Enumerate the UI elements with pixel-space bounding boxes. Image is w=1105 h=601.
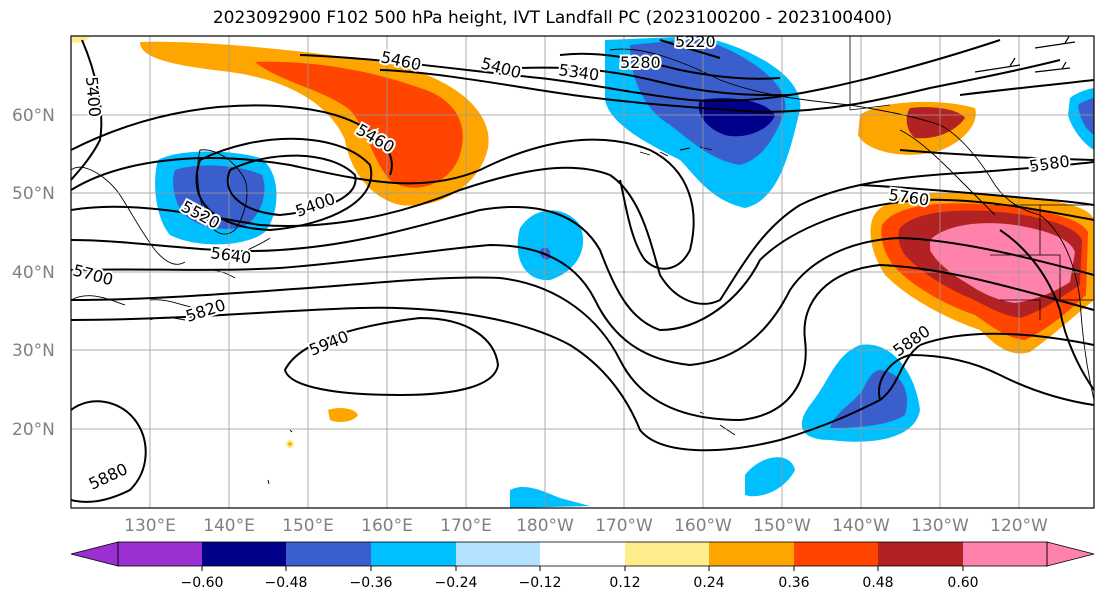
colorbar-cell	[118, 542, 202, 566]
contour-5880-se	[878, 353, 1094, 406]
contour-inner-ring	[227, 154, 357, 217]
lon-label: 130°W	[911, 516, 969, 536]
colorbar-tick: 0.48	[862, 575, 893, 591]
coast-bc	[899, 129, 996, 216]
colorbar-tick: −0.48	[265, 575, 308, 591]
colorbar-cell	[625, 542, 709, 566]
lon-label: 160°W	[674, 516, 732, 536]
colorbar-cell	[540, 542, 625, 566]
colorbar-cell	[963, 542, 1047, 566]
lon-label: 120°W	[990, 516, 1048, 536]
colorbar-tick: −0.24	[435, 575, 478, 591]
contour-5340	[519, 66, 791, 97]
contour-ne-arc	[959, 79, 1094, 96]
colorbar-cell	[878, 542, 963, 566]
contour-5460-mid	[71, 104, 393, 176]
longitude-labels: 130°E 140°E 150°E 160°E 170°E 180°W 170°…	[124, 516, 1048, 536]
map-frame	[70, 35, 1095, 509]
colorbar-cell	[794, 542, 878, 566]
colorbar: −0.60 −0.48 −0.36 −0.24 −0.12 0.12 0.24 …	[70, 541, 1095, 591]
lon-label: 170°W	[595, 516, 653, 536]
contour-label: 5280	[620, 53, 661, 72]
coast-islands	[267, 411, 736, 485]
lat-label-50: 50°N	[12, 184, 55, 204]
colorbar-extend-high	[1046, 541, 1095, 567]
contour-ring-2	[195, 137, 373, 232]
lon-label: 140°W	[832, 516, 890, 536]
lon-label: 140°E	[203, 516, 255, 536]
map-title: 2023092900 F102 500 hPa height, IVT Land…	[212, 8, 893, 28]
contour-east-arc	[999, 229, 1094, 391]
shade-orange-small	[328, 407, 358, 423]
contour-5880-sw	[71, 400, 147, 503]
shade-red-nw	[255, 61, 463, 188]
shade-deepsky-s3	[510, 487, 590, 508]
coast-aleutians	[639, 146, 713, 157]
latitude-labels: 60°N 50°N 40°N 30°N 20°N	[12, 106, 55, 440]
lon-label: 130°E	[124, 516, 176, 536]
contour-5760-e	[859, 184, 1094, 206]
lon-label: 150°E	[282, 516, 334, 536]
contour-5220	[659, 39, 721, 59]
colorbar-cell	[286, 542, 371, 566]
colorbar-tick: 0.60	[947, 575, 978, 591]
shade-deepsky-c	[517, 210, 584, 281]
contour-5640	[71, 198, 1094, 332]
shade-pink-ar	[930, 223, 1075, 303]
contour-5400-mid	[71, 138, 695, 270]
lat-label-20: 20°N	[12, 420, 55, 440]
contour-5820	[71, 263, 1094, 422]
coast-alaska	[609, 48, 1094, 401]
lat-label-60: 60°N	[12, 106, 55, 126]
gridlines	[71, 36, 1094, 508]
height-contours	[71, 39, 1094, 503]
shade-navy-n	[698, 98, 775, 137]
contour-5940	[283, 316, 500, 397]
contour-5880-e	[71, 306, 1094, 452]
contour-5280	[559, 52, 781, 80]
contour-5700	[71, 236, 1094, 367]
lat-label-30: 30°N	[12, 341, 55, 361]
contour-5580-ne	[899, 149, 1094, 161]
colorbar-tick: −0.60	[181, 575, 224, 591]
shade-yellow-ne	[72, 36, 90, 43]
colorbar-extend-low	[70, 541, 119, 567]
contour-5400-top	[379, 59, 1061, 114]
lon-label: 170°E	[440, 516, 492, 536]
colorbar-tick: 0.24	[693, 575, 724, 591]
colorbar-cell	[202, 542, 286, 566]
colorbar-tick: −0.12	[519, 575, 562, 591]
contour-5460-top	[299, 39, 1001, 102]
contour-5520	[71, 161, 1094, 305]
colorbar-cell	[709, 542, 794, 566]
lat-label-40: 40°N	[12, 263, 55, 283]
coastlines	[71, 48, 1094, 485]
coast-kamchatka	[197, 149, 248, 235]
colorbar-tick: −0.36	[350, 575, 393, 591]
contour-label: 5400	[82, 76, 104, 118]
shade-royal-ne	[1078, 98, 1094, 135]
colorbar-cell	[456, 542, 540, 566]
colorbar-cell	[371, 542, 456, 566]
colorbar-tick: 0.12	[609, 575, 640, 591]
contour-label: 5220	[675, 32, 716, 51]
colorbar-tick: 0.36	[778, 575, 809, 591]
lon-label: 150°W	[753, 516, 811, 536]
lon-label: 160°E	[361, 516, 413, 536]
shade-royal-s	[830, 370, 908, 428]
lon-label: 180°W	[516, 516, 574, 536]
